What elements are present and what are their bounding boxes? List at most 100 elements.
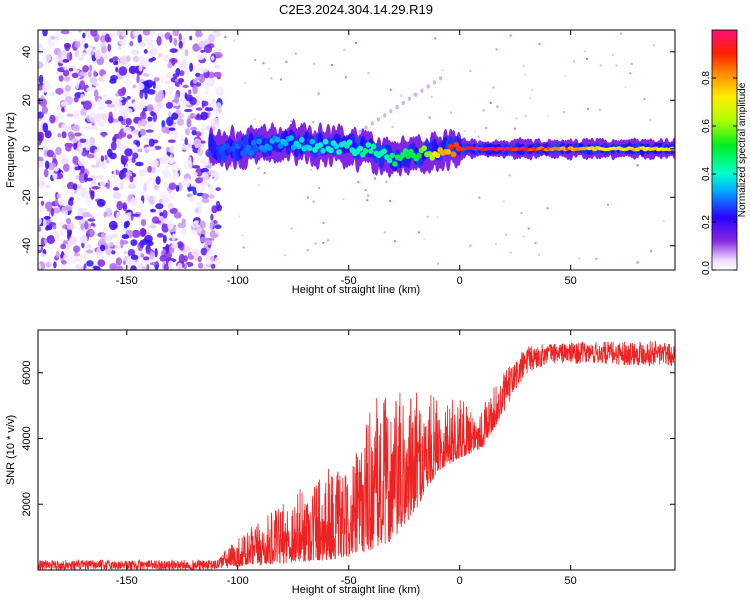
noise-blob	[116, 265, 124, 270]
speckle	[322, 221, 325, 224]
speckle	[494, 243, 497, 245]
noise-blob	[103, 94, 108, 102]
noise-blob	[171, 112, 179, 120]
noise-blob	[83, 213, 91, 217]
noise-blob	[201, 181, 210, 187]
noise-blob	[61, 206, 65, 214]
noise-blob	[90, 30, 98, 37]
speckle	[224, 36, 227, 39]
y-tick-label: -40	[21, 238, 33, 254]
snr-marks	[38, 340, 675, 570]
noise-blob	[38, 263, 42, 270]
colorbar-tick-label: 0.0	[701, 261, 712, 275]
noise-blob	[117, 141, 121, 147]
noise-blob	[43, 53, 52, 63]
noise-blob	[173, 37, 178, 47]
noise-blob	[123, 251, 127, 255]
noise-blob	[152, 181, 157, 186]
streak-mark	[439, 76, 443, 81]
noise-blob	[140, 219, 147, 227]
speckle	[624, 86, 627, 88]
noise-blob	[156, 35, 162, 46]
speckle	[508, 141, 511, 144]
noise-blob	[167, 220, 174, 230]
noise-blob	[68, 68, 74, 72]
y-tick-label: 0	[21, 146, 33, 152]
speckle	[586, 57, 588, 60]
colorbar-gradient	[712, 30, 737, 270]
noise-blob	[87, 218, 96, 222]
noise-blob	[173, 211, 182, 219]
noise-blob	[122, 260, 127, 265]
noise-blob	[85, 196, 93, 206]
signal-mark	[368, 148, 374, 154]
speckle	[573, 60, 575, 63]
noise-blob	[107, 43, 112, 52]
noise-blob	[193, 250, 199, 260]
speckle	[437, 262, 440, 265]
speckle	[254, 58, 257, 61]
speckle	[233, 39, 235, 42]
noise-blob	[146, 104, 154, 112]
noise-blob	[150, 111, 155, 117]
noise-blob	[203, 44, 213, 54]
noise-blob	[57, 111, 65, 120]
speckle	[318, 186, 321, 189]
signal-mark	[277, 143, 284, 149]
noise-blob	[90, 50, 95, 56]
noise-blob	[183, 255, 188, 263]
speckle	[615, 64, 618, 67]
noise-blob	[141, 266, 147, 270]
noise-blob	[178, 253, 186, 264]
noise-blob	[215, 187, 221, 191]
noise-blob	[72, 125, 81, 132]
noise-blob	[214, 109, 220, 116]
y-tick-label: 2000	[21, 492, 33, 516]
speckle	[290, 227, 293, 230]
noise-blob	[178, 40, 183, 49]
noise-blob	[157, 53, 164, 58]
noise-blob	[168, 182, 177, 190]
signal-mark	[389, 152, 396, 159]
noise-blob	[96, 199, 106, 207]
noise-blob	[143, 183, 147, 192]
noise-blob	[65, 217, 72, 225]
noise-blob	[79, 208, 88, 213]
noise-blob	[178, 60, 188, 70]
noise-blob	[154, 220, 162, 224]
noise-blob	[66, 222, 75, 230]
noise-blob	[79, 218, 86, 227]
noise-blob	[86, 177, 93, 182]
speckle	[306, 196, 309, 199]
noise-blob	[208, 184, 216, 193]
noise-blob	[119, 55, 129, 66]
noise-blob	[112, 192, 122, 200]
speckle	[522, 64, 525, 67]
noise-blob	[132, 213, 140, 217]
noise-blob	[52, 207, 61, 214]
noise-blob	[115, 66, 119, 73]
noise-blob	[116, 200, 124, 211]
noise-blob	[201, 100, 209, 107]
noise-blob	[89, 77, 98, 84]
speckle	[366, 199, 369, 202]
speckle	[463, 129, 466, 132]
noise-blob	[112, 136, 117, 143]
noise-blob	[215, 52, 223, 59]
noise-blob	[83, 100, 92, 110]
noise-blob	[89, 64, 93, 72]
speckle	[426, 215, 429, 218]
snr-y-ticks: 2000 4000 6000	[21, 360, 675, 516]
noise-blob	[70, 149, 79, 154]
signal-mark	[317, 142, 324, 149]
noise-blob	[42, 82, 52, 92]
signal-mark	[320, 147, 326, 154]
noise-blob	[172, 73, 180, 78]
colorbar-tick-label: 0.2	[701, 215, 712, 229]
noise-blob	[167, 139, 176, 143]
noise-blob	[64, 204, 73, 212]
noise-blob	[163, 54, 170, 63]
speckle	[322, 241, 325, 244]
noise-blob	[184, 108, 193, 113]
speckle	[257, 167, 260, 170]
